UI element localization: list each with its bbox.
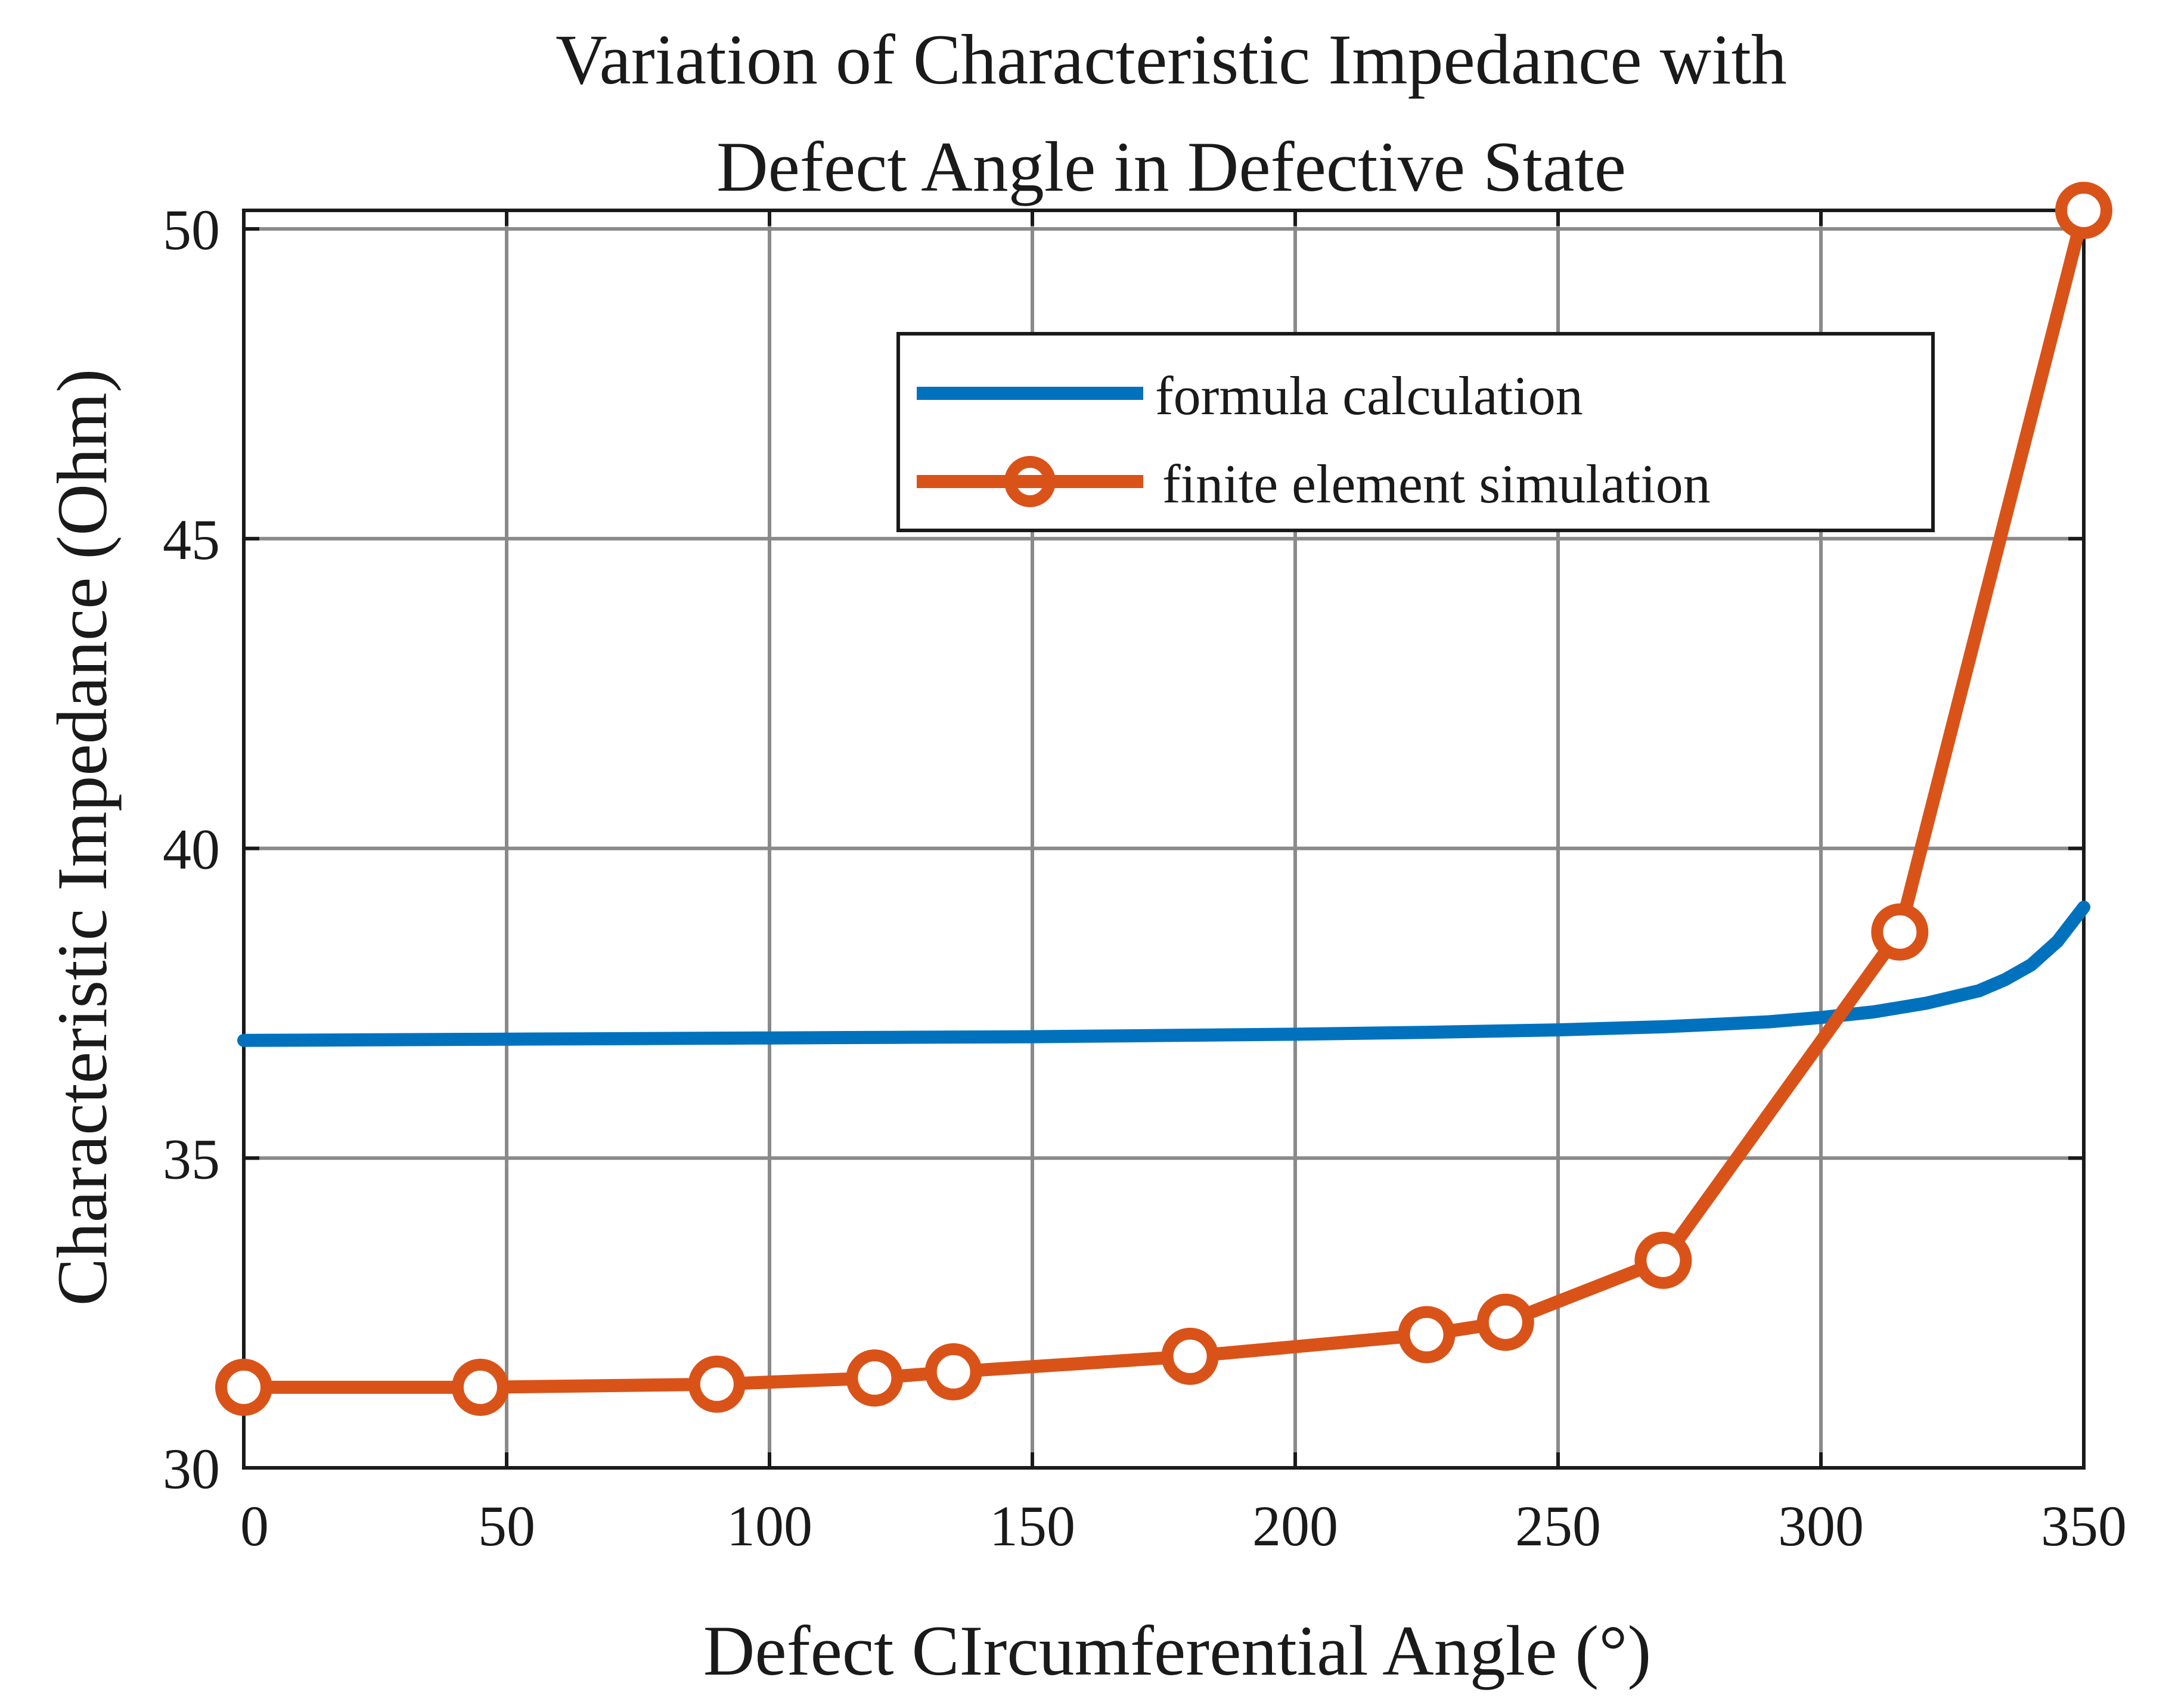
- axis-tick-labels: 0 50 100 150 200 250 300 350 30 35 40 45 50: [163, 198, 2127, 1558]
- x-tick-label: 350: [2041, 1494, 2127, 1558]
- data-point-finite-element-simulation: [1634, 1231, 1692, 1289]
- x-tick-label: 0: [240, 1494, 269, 1558]
- axis-ticks: [242, 210, 2086, 1470]
- data-point-finite-element-simulation: [1476, 1293, 1534, 1351]
- y-axis-label: Characteristic Impedance (Ohm): [42, 369, 122, 1306]
- data-point-finite-element-simulation: [688, 1355, 746, 1413]
- data-point-finite-element-simulation: [924, 1343, 982, 1400]
- data-point-finite-element-simulation: [2055, 182, 2112, 239]
- y-tick-label: 30: [163, 1437, 220, 1501]
- legend-marker-fem: [1004, 456, 1056, 507]
- plot-frame: [242, 209, 2086, 1470]
- series-layer: [215, 182, 2112, 1416]
- data-point-finite-element-simulation: [215, 1358, 272, 1416]
- data-point-finite-element-simulation: [451, 1358, 509, 1416]
- x-tick-label: 300: [1778, 1494, 1864, 1558]
- x-tick-label: 150: [989, 1494, 1075, 1558]
- y-tick-label: 40: [163, 818, 220, 881]
- x-axis-label: Defect CIrcumferential Angle (°): [703, 1611, 1652, 1690]
- series-line-formula-calculation: [237, 900, 2090, 1047]
- legend-label-fem: finite element simulation: [1162, 454, 1711, 514]
- data-point-finite-element-simulation: [1398, 1306, 1456, 1364]
- x-tick-label: 200: [1252, 1494, 1338, 1558]
- y-tick-label: 50: [163, 198, 220, 262]
- y-tick-label: 35: [163, 1127, 220, 1191]
- legend-label-formula: formula calculation: [1155, 365, 1583, 426]
- chart-title-line-2: Defect Angle in Defective State: [716, 127, 1626, 206]
- legend-box: [896, 332, 1935, 532]
- x-tick-label: 100: [727, 1494, 812, 1558]
- legend: formula calculation finite element simul…: [896, 332, 1935, 532]
- data-point-finite-element-simulation: [1161, 1327, 1219, 1385]
- x-tick-label: 250: [1515, 1494, 1601, 1558]
- x-tick-label: 50: [478, 1494, 535, 1558]
- chart-title-line-1: Variation of Characteristic Impedance wi…: [556, 20, 1787, 99]
- data-point-finite-element-simulation: [1871, 903, 1929, 961]
- data-point-finite-element-simulation: [846, 1349, 904, 1407]
- y-tick-label: 45: [163, 508, 220, 572]
